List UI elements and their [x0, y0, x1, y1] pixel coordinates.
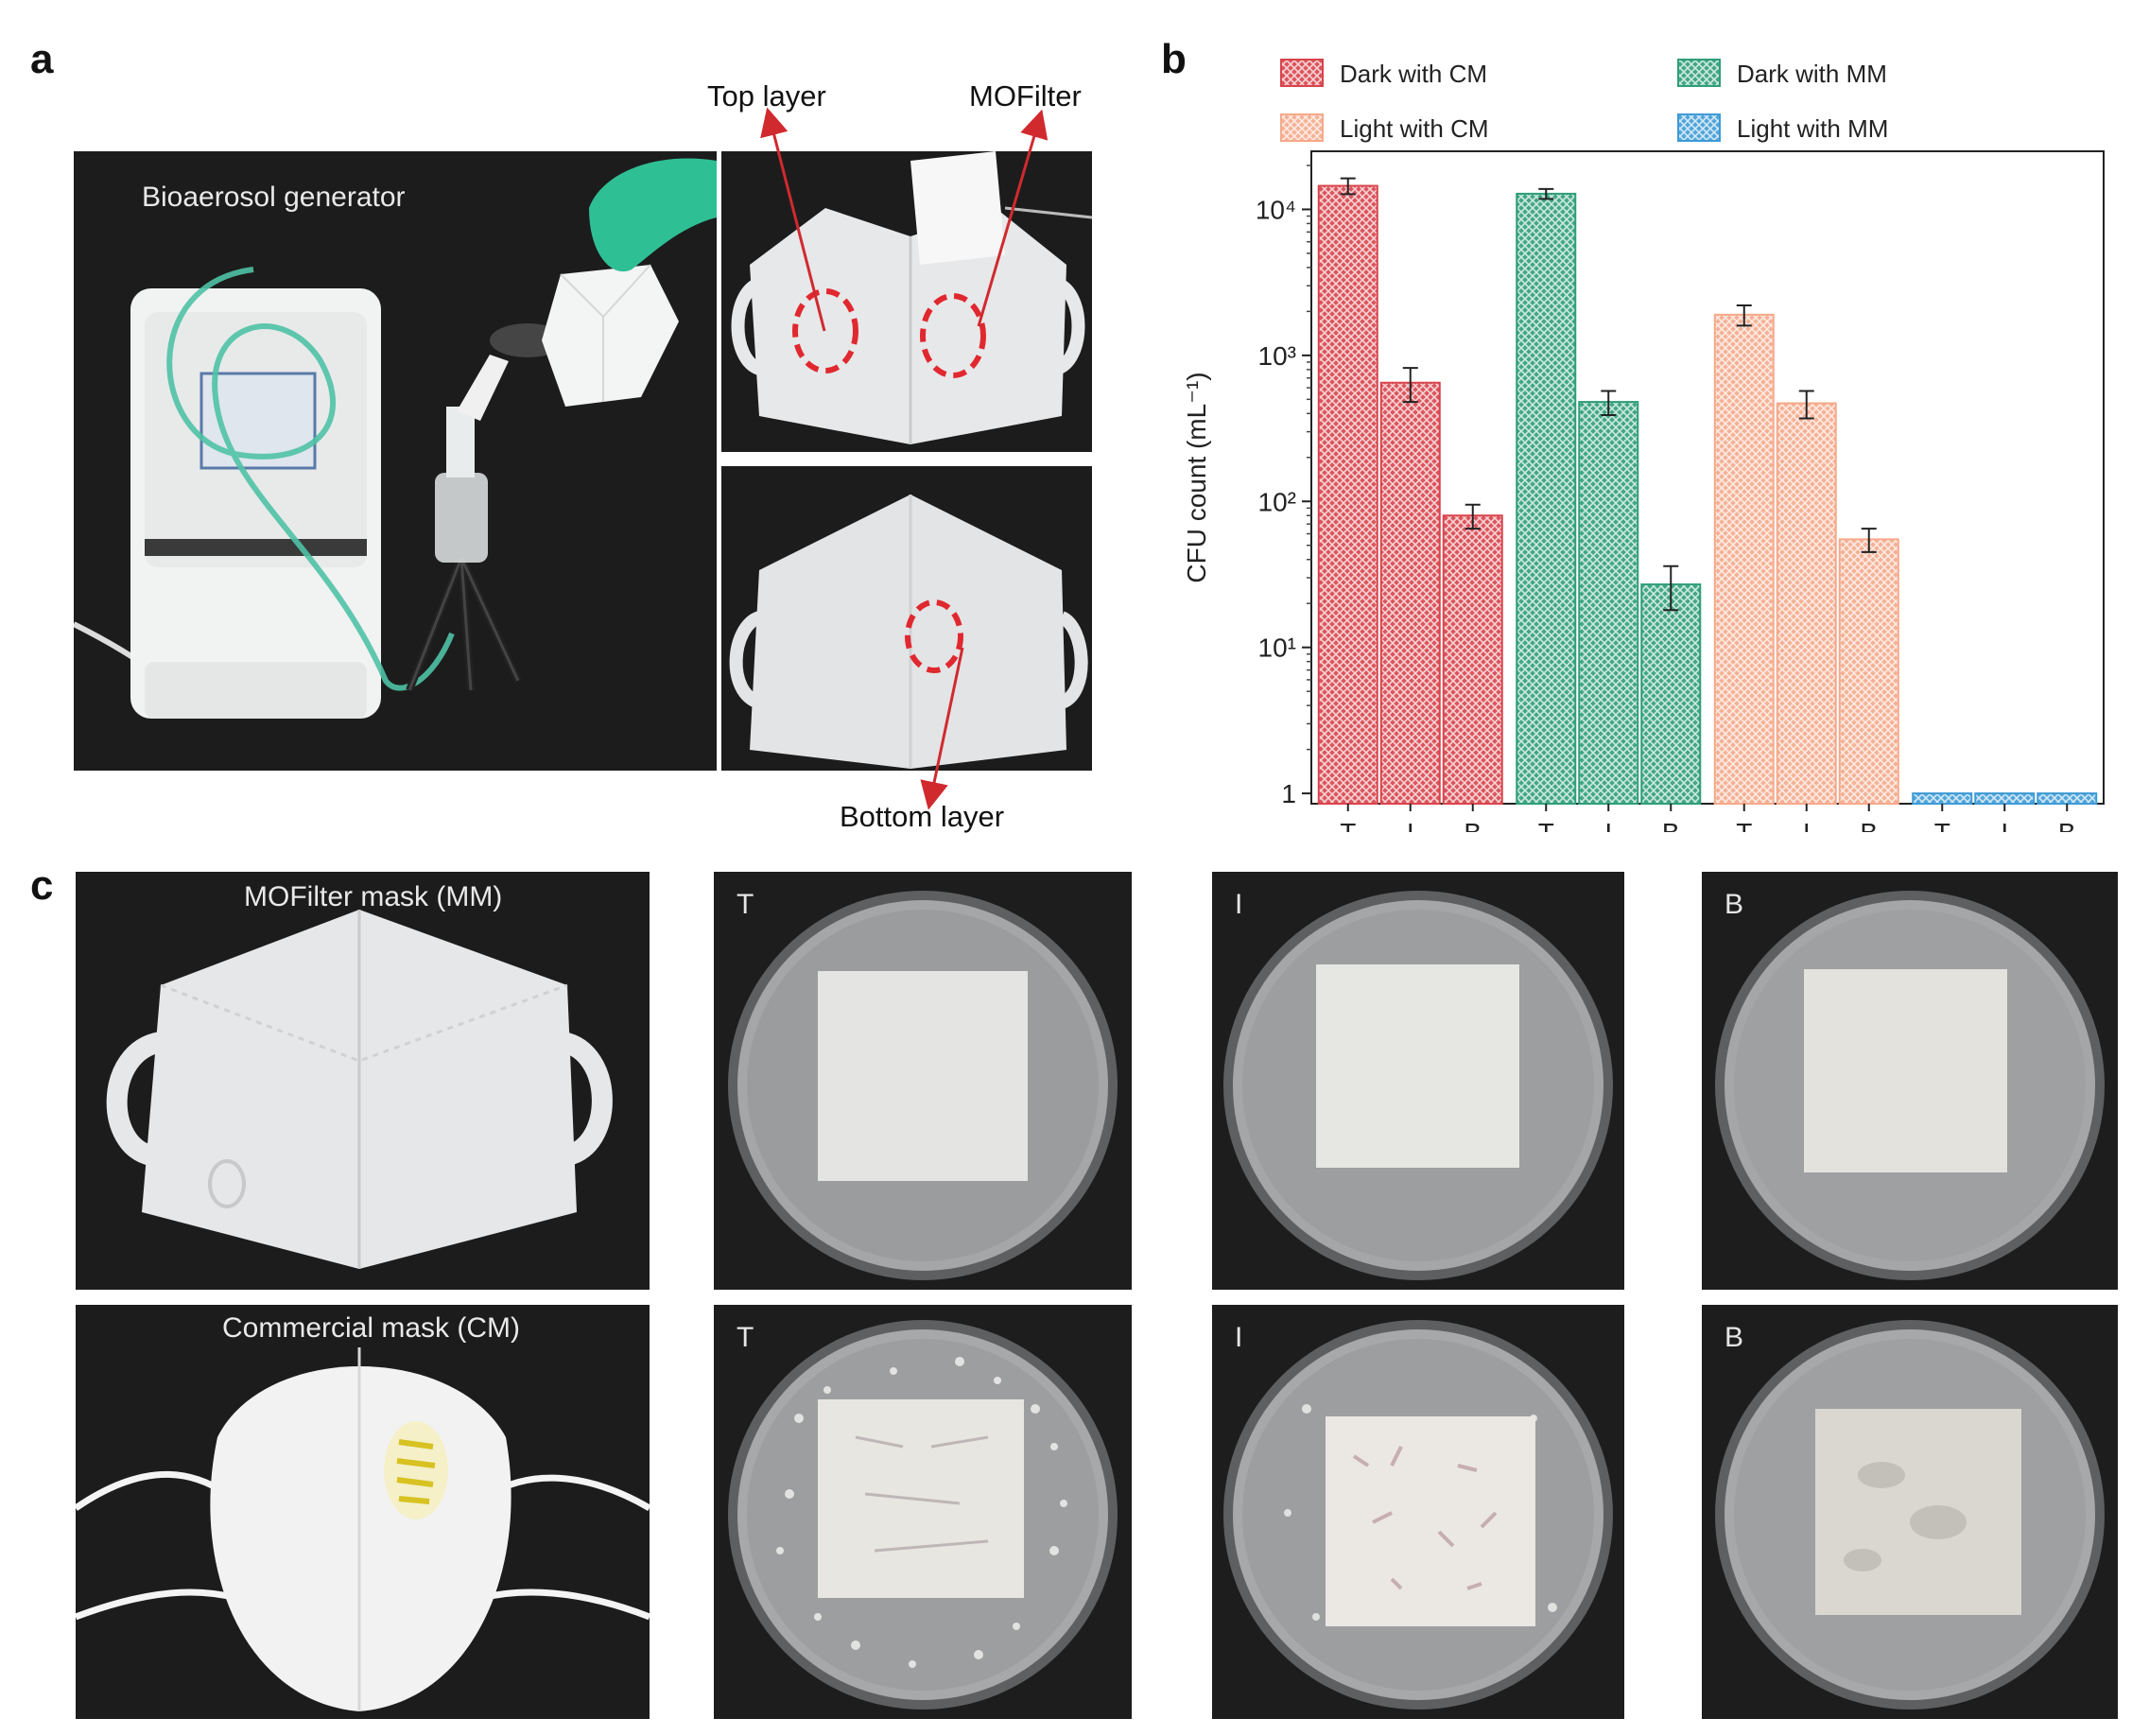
mask-bottom-layer-photo: [721, 466, 1092, 771]
bar: [1379, 381, 1441, 805]
bar: [2037, 792, 2098, 805]
mofilter-mask-photo: MOFilter mask (MM): [76, 872, 650, 1290]
panel-a-letter: a: [30, 36, 54, 82]
x-tick-label: T: [1736, 818, 1752, 832]
bars: [1317, 177, 2098, 806]
bioaerosol-generator-photo: Bioaerosol generator: [74, 151, 717, 771]
dish-mm-intermediate: I: [1212, 872, 1624, 1290]
bar: [1713, 313, 1775, 805]
bar: [1912, 792, 1973, 805]
legend-swatch: [1677, 59, 1721, 87]
legend-label: Dark with CM: [1340, 60, 1487, 88]
mofilter-mask-label: MOFilter mask (MM): [244, 881, 503, 912]
chart-legend: Dark with CM Dark with MM Light with CM Lig…: [1280, 59, 1888, 143]
bar: [1317, 184, 1378, 805]
panel-b-letter: b: [1161, 36, 1187, 82]
x-tick-label: T: [1538, 818, 1554, 832]
x-tick-label: B: [2058, 818, 2076, 832]
cfu-bar-chart: Dark with CM Dark with MM Light with CM Lig…: [1158, 38, 2132, 832]
legend-label: Dark with MM: [1737, 60, 1887, 88]
dish-mm-bottom-letter: B: [1725, 889, 1744, 920]
arrow-bottom-layer: [920, 647, 964, 810]
dish-cm-top-letter: T: [737, 1322, 754, 1353]
legend-swatch: [1677, 113, 1721, 142]
mask-top-layer-photo: [721, 151, 1092, 452]
x-axis: TIBTIBTIBTIB: [1340, 804, 2076, 832]
bar: [1776, 402, 1837, 805]
dish-mm-bottom: B: [1702, 872, 2118, 1290]
bar: [1442, 514, 1503, 805]
arrow-top-layer: [760, 107, 826, 332]
bar: [1578, 401, 1639, 805]
dish-mm-top-letter: T: [737, 889, 754, 920]
x-tick-label: T: [1934, 818, 1950, 832]
y-tick-label: 10¹: [1258, 634, 1296, 663]
bar: [1838, 538, 1899, 806]
dish-cm-bottom-letter: B: [1725, 1322, 1744, 1353]
x-tick-label: I: [1407, 818, 1414, 832]
legend-label: Light with MM: [1737, 114, 1888, 143]
commercial-mask-photo: Commercial mask (CM): [76, 1305, 650, 1719]
y-tick-label: 10⁴: [1256, 195, 1296, 224]
callout-top-layer: Top layer: [707, 79, 826, 113]
plot-frame: [1310, 150, 2105, 805]
callout-arrows: [760, 107, 1049, 810]
bar: [1516, 192, 1577, 805]
y-axis-label: CFU count (mL⁻¹): [1182, 372, 1211, 582]
y-tick-label: 1: [1281, 779, 1296, 808]
callout-mofilter: MOFilter: [969, 79, 1082, 113]
dish-cm-top: T: [714, 1305, 1132, 1719]
arrow-mofilter: [977, 109, 1049, 327]
legend-swatch: [1280, 113, 1324, 142]
y-axis: 1 10¹ 10² 10³ 10⁴: [1256, 165, 1311, 808]
x-tick-label: B: [1860, 818, 1878, 832]
generator-label: Bioaerosol generator: [142, 182, 406, 213]
x-tick-label: I: [2001, 818, 2008, 832]
dish-mm-intermediate-letter: I: [1235, 889, 1243, 920]
bar: [1640, 583, 1702, 805]
bar: [1974, 792, 2036, 805]
commercial-mask-label: Commercial mask (CM): [222, 1312, 520, 1344]
x-tick-label: I: [1604, 818, 1612, 832]
legend-swatch: [1280, 59, 1324, 87]
panel-c-letter: c: [30, 862, 54, 909]
dish-cm-intermediate: I: [1212, 1305, 1624, 1719]
dish-cm-bottom: B: [1702, 1305, 2118, 1719]
dish-cm-intermediate-letter: I: [1235, 1322, 1243, 1353]
y-tick-label: 10³: [1258, 341, 1296, 371]
x-tick-label: T: [1340, 818, 1356, 832]
legend-label: Light with CM: [1340, 114, 1489, 143]
x-tick-label: B: [1662, 818, 1680, 832]
dish-mm-top: T: [714, 872, 1132, 1290]
x-tick-label: B: [1464, 818, 1482, 832]
y-tick-label: 10²: [1258, 487, 1296, 516]
x-tick-label: I: [1803, 818, 1811, 832]
